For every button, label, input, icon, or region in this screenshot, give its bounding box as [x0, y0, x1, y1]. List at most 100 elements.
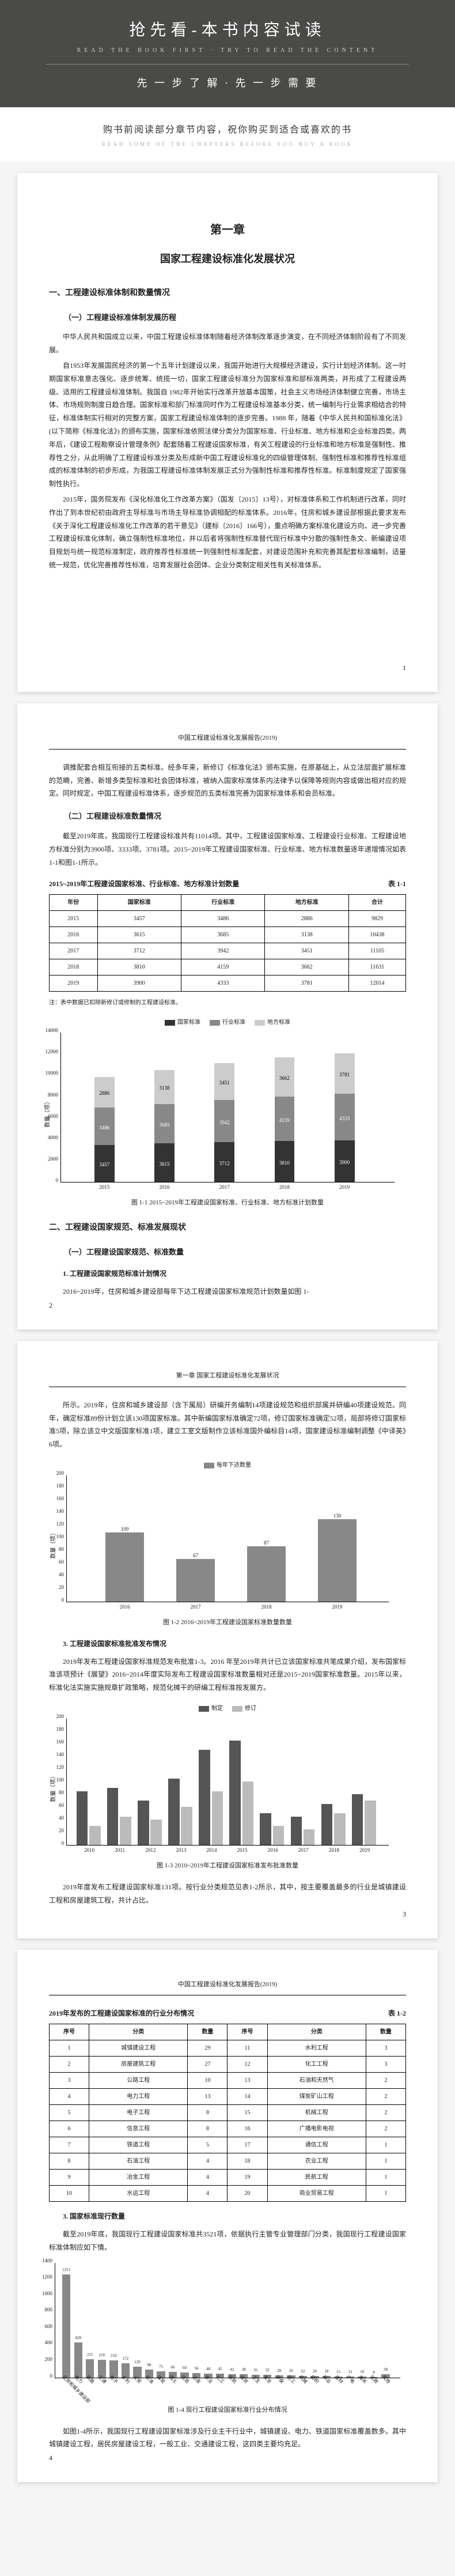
table-cell: 化工工程	[267, 2057, 366, 2073]
chart-caption: 图 1-3 2010~2019年工程建设国家标准发布批准数量	[49, 1860, 406, 1872]
table-cell: 石油工程	[89, 2153, 188, 2170]
table-note: 注：表中数据已扣除新修订或修制的工程建设标准。	[49, 997, 406, 1008]
table-cell: 3942	[181, 943, 265, 959]
table-cell: 10	[188, 2073, 227, 2089]
table-cell: 3615	[97, 927, 181, 943]
table-row: 201737123942345111105	[50, 943, 406, 959]
table-cell: 2016	[50, 927, 98, 943]
table-cell: 城镇建设工程	[89, 2040, 188, 2057]
page-number: 1	[403, 661, 406, 675]
table-cell: 4	[188, 2186, 227, 2202]
table-cell: 3486	[181, 911, 265, 927]
table-row: 10水运工程420商业贸易工程1	[50, 2186, 406, 2202]
grouped-bar-chart: 数量（项） 0204060801001201401601802002010201…	[66, 1719, 389, 1846]
table-cell: 3457	[97, 911, 181, 927]
table-cell: 12	[227, 2057, 267, 2073]
section-h3: 3. 工程建设国家标准批准发布情况	[49, 1637, 406, 1651]
section-h3: 1. 工程建设国家规范标准计划情况	[49, 1267, 406, 1281]
paragraph: 自1953年发展国民经济的第一个五年计划建设以来，我国开始进行大规模经济建设，实…	[49, 359, 406, 491]
chart-caption: 图 1-4 现行工程建设国家标准行业分布情况	[49, 2404, 406, 2416]
paragraph: 截至2019年底，我国现行工程建设标准共有11014项。其中，工程建设国家标准、…	[49, 830, 406, 869]
table-cell: 2015	[50, 911, 98, 927]
table-cell: 4	[188, 2153, 227, 2170]
book-page-1: 第一章 国家工程建设标准化发展状况 一、工程建设标准体制和数量情况 （一）工程建…	[17, 173, 438, 692]
section-h2: （一）工程建设国家规范、标准数量	[49, 1245, 406, 1260]
table-header: 国家标准	[97, 895, 181, 911]
header-title: 抢先看-本书内容试读	[12, 17, 443, 40]
table-cell: 2	[366, 2073, 405, 2089]
table-cell: 14	[227, 2089, 267, 2105]
table-cell: 5	[188, 2137, 227, 2153]
table-caption-text: 2019年发布的工程建设国家标准的行业分布情况	[49, 2007, 194, 2020]
chart-caption: 图 1-2 2016~2019年工程建设国家标准数量数量	[49, 1617, 406, 1629]
table-cell: 4159	[181, 959, 265, 976]
legend-label: 每年下达数量	[217, 1462, 251, 1468]
table-header: 数量	[188, 2024, 227, 2040]
table-cell: 12014	[348, 976, 405, 992]
bar-chart: 02004006008001000120014001251住房和城乡建设部428…	[55, 2263, 400, 2378]
table-header: 合计	[348, 895, 405, 911]
table-cell: 15	[227, 2105, 267, 2121]
header-divider	[46, 64, 409, 65]
table-cell: 3138	[265, 927, 348, 943]
chart-legend: 每年下达数量	[49, 1460, 406, 1471]
running-head: 中国工程建设标准化发展报告(2019)	[49, 1979, 406, 1991]
table-row: 2房屋建筑工程2712化工工程3	[50, 2057, 406, 2073]
table-cell: 3810	[97, 959, 181, 976]
table-row: 6信息工程816广播电影电视2	[50, 2121, 406, 2137]
table-header: 行业标准	[181, 895, 265, 911]
table-cell: 3685	[181, 927, 265, 943]
table-cell: 民航工程	[267, 2170, 366, 2186]
running-rule	[49, 749, 406, 750]
table-cell: 铁道工程	[89, 2137, 188, 2153]
table-cell: 19	[227, 2170, 267, 2186]
paragraph: 如图1-4所示，我国现行工程建设国家标准涉及行业主干行业中，城镇建设、电力、铁道…	[49, 2425, 406, 2451]
section-h2: （二）工程建设标准数量情况	[49, 809, 406, 824]
table-header: 年份	[50, 895, 98, 911]
intro-text: 购书前阅读部分章节内容，祝你购买到适合或喜欢的书	[12, 122, 443, 135]
table-header: 分类	[89, 2024, 188, 2040]
table-cell: 29	[188, 2040, 227, 2057]
table-cell: 2	[366, 2121, 405, 2137]
table-cell: 3900	[97, 976, 181, 992]
table-header: 分类	[267, 2024, 366, 2040]
table-header: 序号	[227, 2024, 267, 2040]
chart-1-3: 制定修订 数量（项） 02040608010012014016018020020…	[49, 1703, 406, 1872]
table-cell: 机械工程	[267, 2105, 366, 2121]
table-cell: 3662	[265, 959, 348, 976]
chart-legend: 制定修订	[49, 1703, 406, 1714]
paragraph: 截至2019年底，我国现行工程建设国家标准共3521项，依据执行主管专业管理部门…	[49, 2228, 406, 2254]
table-cell: 3712	[97, 943, 181, 959]
table-number: 表 1-1	[388, 878, 406, 891]
table-1-2: 序号分类数量序号分类数量 1城镇建设工程2911水利工程32房屋建筑工程2712…	[49, 2024, 406, 2202]
table-row: 4电力工程1314煤炭矿山工程2	[50, 2089, 406, 2105]
table-cell: 水运工程	[89, 2186, 188, 2202]
table-cell: 通信工程	[267, 2137, 366, 2153]
section-h1: 二、工程建设国家规范、标准发展现状	[49, 1221, 406, 1236]
table-number: 表 1-2	[388, 2007, 406, 2020]
header-sub-en: READ THE BOOK FIRST · TRY TO READ THE CO…	[12, 47, 443, 54]
table-cell: 9829	[348, 911, 405, 927]
table-row: 3公路工程1013石油和天然气2	[50, 2073, 406, 2089]
table-cell: 20	[227, 2186, 267, 2202]
table-cell: 11	[227, 2040, 267, 2057]
table-cell: 8	[50, 2153, 89, 2170]
table-cell: 3781	[265, 976, 348, 992]
table-cell: 农业工程	[267, 2153, 366, 2170]
book-page-2: 中国工程建设标准化发展报告(2019) 调推配套合相互衔接的五类标准。经多年来，…	[17, 703, 438, 1330]
table-cell: 1	[366, 2186, 405, 2202]
table-cell: 5	[50, 2105, 89, 2121]
table-cell: 煤炭矿山工程	[267, 2089, 366, 2105]
chart-1-1: 国家标准行业标准地方标准 数量（项） 020004000600080001000…	[49, 1017, 406, 1209]
table-cell: 公路工程	[89, 2073, 188, 2089]
table-cell: 1	[50, 2040, 89, 2057]
chart-1-2: 每年下达数量 数量（项） 020406080100120140160180200…	[49, 1460, 406, 1629]
table-cell: 3451	[265, 943, 348, 959]
table-cell: 1	[366, 2153, 405, 2170]
section-h3: 3. 国家标准现行数量	[49, 2210, 406, 2223]
table-cell: 电力工程	[89, 2089, 188, 2105]
chart-1-4: 02004006008001000120014001251住房和城乡建设部428…	[49, 2263, 406, 2416]
table-row: 201636153685313810438	[50, 927, 406, 943]
table-cell: 4	[188, 2170, 227, 2186]
table-row: 8石油工程418农业工程1	[50, 2153, 406, 2170]
